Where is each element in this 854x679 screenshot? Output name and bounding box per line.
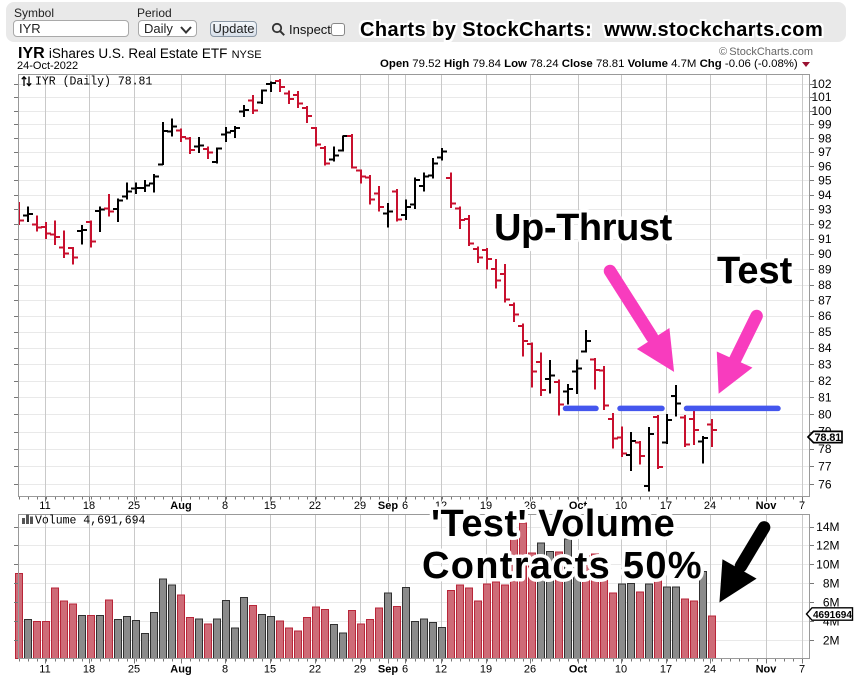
svg-text:22: 22 (309, 664, 321, 676)
svg-text:6: 6 (402, 500, 408, 512)
svg-text:12M: 12M (816, 539, 839, 553)
svg-text:26: 26 (524, 500, 536, 512)
svg-text:24: 24 (704, 664, 716, 676)
svg-text:29: 29 (354, 500, 366, 512)
svg-text:'Test' Volume: 'Test' Volume (431, 503, 675, 545)
svg-text:101: 101 (811, 90, 831, 104)
svg-text:81: 81 (818, 391, 832, 405)
svg-text:83: 83 (818, 358, 832, 372)
svg-text:IYR (Daily) 78.81: IYR (Daily) 78.81 (35, 76, 152, 89)
svg-text:7: 7 (799, 500, 805, 512)
svg-text:Oct: Oct (569, 664, 588, 676)
svg-text:Test: Test (717, 250, 793, 292)
svg-text:Sep: Sep (378, 500, 398, 512)
svg-text:91: 91 (818, 232, 832, 246)
svg-text:7: 7 (799, 664, 805, 676)
svg-text:Sep: Sep (378, 664, 398, 676)
svg-text:15: 15 (264, 664, 276, 676)
svg-text:Contracts 50%: Contracts 50% (422, 545, 703, 587)
svg-text:2M: 2M (823, 633, 840, 647)
svg-text:Nov: Nov (756, 500, 778, 512)
svg-text:8: 8 (222, 500, 228, 512)
svg-text:29: 29 (354, 664, 366, 676)
svg-text:19: 19 (480, 500, 492, 512)
svg-text:102: 102 (811, 77, 831, 91)
svg-text:Aug: Aug (170, 664, 191, 676)
svg-text:94: 94 (818, 188, 832, 202)
svg-text:93: 93 (818, 203, 832, 217)
svg-text:15: 15 (264, 500, 276, 512)
svg-text:92: 92 (818, 217, 832, 231)
svg-text:77: 77 (818, 460, 832, 474)
svg-text:88: 88 (818, 278, 832, 292)
svg-text:90: 90 (818, 247, 832, 261)
svg-text:78: 78 (818, 442, 832, 456)
svg-text:96: 96 (818, 159, 832, 173)
svg-text:25: 25 (128, 664, 140, 676)
svg-text:Aug: Aug (170, 500, 191, 512)
svg-text:25: 25 (128, 500, 140, 512)
svg-text:100: 100 (811, 104, 831, 118)
svg-text:80: 80 (818, 408, 832, 422)
svg-text:14M: 14M (816, 520, 839, 534)
svg-text:Oct: Oct (569, 500, 588, 512)
svg-text:12: 12 (435, 500, 447, 512)
svg-text:95: 95 (818, 174, 832, 188)
svg-text:86: 86 (818, 309, 832, 323)
svg-text:99: 99 (818, 117, 832, 131)
svg-text:76: 76 (818, 477, 832, 491)
svg-text:Volume 4,691,694: Volume 4,691,694 (35, 515, 146, 528)
svg-text:87: 87 (818, 293, 832, 307)
svg-text:10: 10 (615, 500, 627, 512)
svg-text:19: 19 (480, 664, 492, 676)
svg-text:97: 97 (818, 145, 832, 159)
svg-text:82: 82 (818, 374, 832, 388)
svg-text:Nov: Nov (756, 664, 778, 676)
svg-text:78.81: 78.81 (815, 432, 842, 444)
svg-text:12: 12 (435, 664, 447, 676)
svg-text:98: 98 (818, 131, 832, 145)
svg-text:8: 8 (222, 664, 228, 676)
svg-text:22: 22 (309, 500, 321, 512)
svg-text:18: 18 (83, 500, 95, 512)
svg-text:Up-Thrust: Up-Thrust (494, 207, 673, 249)
svg-text:18: 18 (83, 664, 95, 676)
svg-text:6: 6 (402, 664, 408, 676)
svg-text:84: 84 (818, 341, 832, 355)
svg-text:26: 26 (524, 664, 536, 676)
svg-text:11: 11 (39, 664, 50, 676)
svg-text:17: 17 (660, 664, 672, 676)
svg-text:10M: 10M (816, 558, 839, 572)
svg-text:4691694: 4691694 (813, 610, 852, 621)
svg-text:85: 85 (818, 325, 832, 339)
svg-text:11: 11 (39, 500, 50, 512)
svg-text:24: 24 (704, 500, 716, 512)
svg-text:10: 10 (615, 664, 627, 676)
svg-text:8M: 8M (823, 577, 840, 591)
svg-text:89: 89 (818, 262, 832, 276)
svg-text:17: 17 (660, 500, 672, 512)
svg-text:6M: 6M (823, 595, 840, 609)
